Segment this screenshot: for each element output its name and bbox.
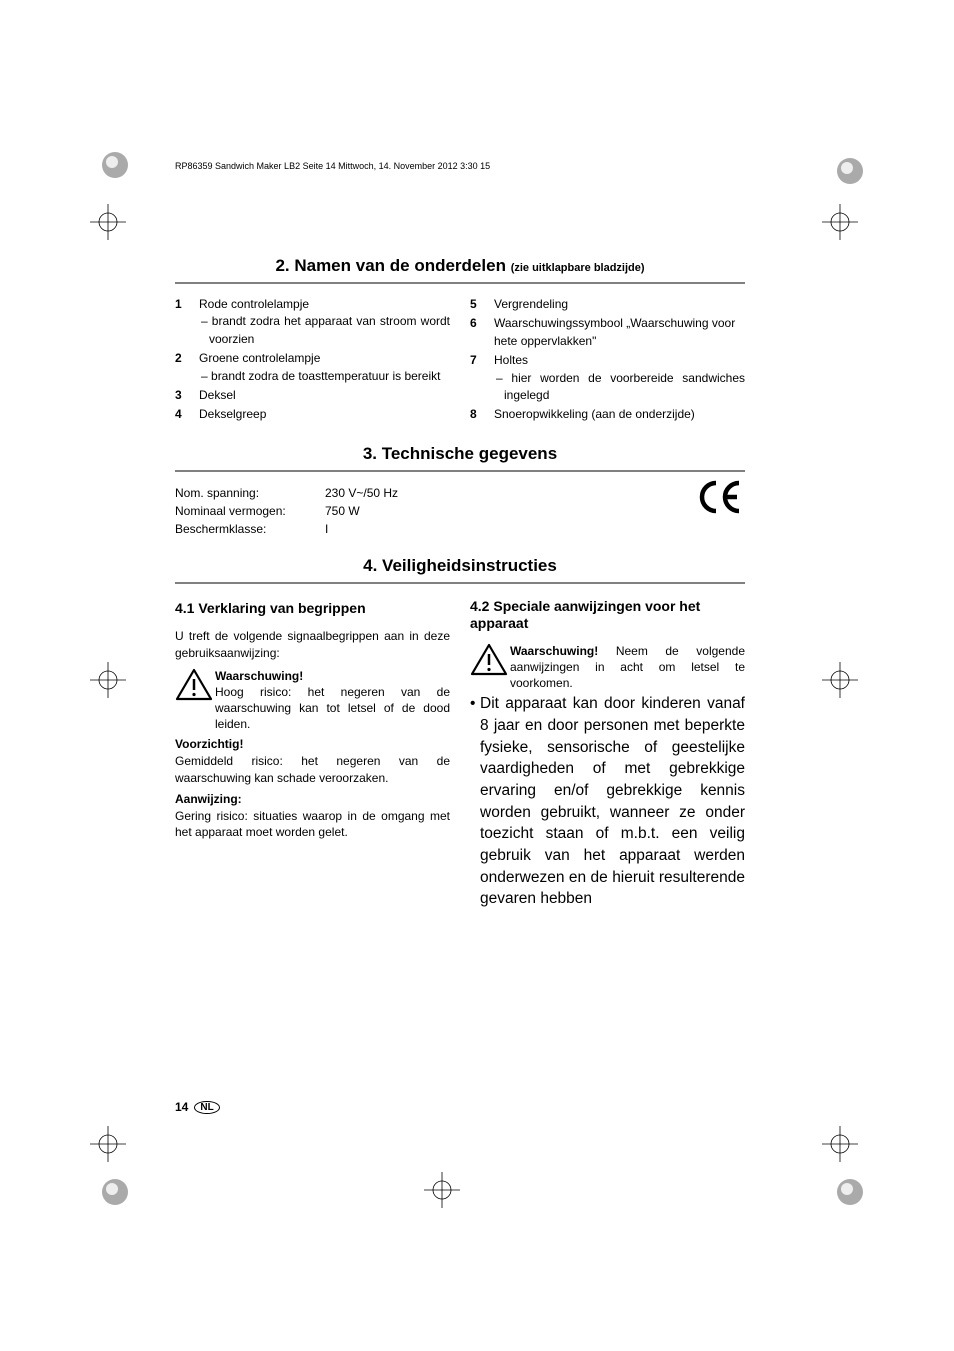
bullet-text: Dit apparaat kan door kinderen vanaf 8 j… [480, 693, 745, 910]
warning-block: Waarschuwing! Hoog risico: het negeren v… [175, 668, 450, 733]
warn-body: Hoog risico: het negeren van de waarschu… [215, 685, 450, 731]
parts-text: Waarschuwingssymbool „Waarschuwing voor … [494, 315, 745, 350]
parts-subtext: brandt zodra de toasttemperatuur is bere… [199, 368, 450, 385]
caution-label: Voorzichtig! [175, 737, 243, 751]
title-sub: (zie uitklapbare bladzijde) [511, 262, 645, 274]
parts-text: Snoeropwikkeling (aan de onderzijde) [494, 406, 745, 423]
section-2-title: 2. Namen van de onderdelen (zie uitklapb… [175, 256, 745, 276]
warning-block-2: Waarschuwing! Neem de volgende aanwijzin… [470, 643, 745, 692]
intro-4-1: U treft de volgende signaalbegrippen aan… [175, 628, 450, 662]
parts-item: 8Snoeropwikkeling (aan de onderzijde) [470, 406, 745, 423]
page-content: 2. Namen van de onderdelen (zie uitklapb… [175, 248, 745, 928]
warn-label-2: Waarschuwing! [510, 644, 598, 658]
section-3: 3. Technische gegevens Nom. spanning:230… [175, 444, 745, 538]
parts-number: 1 [175, 296, 199, 348]
section-rule [175, 470, 745, 472]
parts-item: 6Waarschuwingssymbool „Waarschuwing voor… [470, 315, 745, 350]
registration-sphere-icon [100, 1177, 130, 1207]
tech-label: Nominaal vermogen: [175, 502, 325, 520]
section-4-title: 4. Veiligheidsinstructies [175, 556, 745, 576]
tech-label: Beschermklasse: [175, 520, 325, 538]
warning-triangle-icon [175, 668, 215, 702]
warning-text-2: Waarschuwing! Neem de volgende aanwijzin… [510, 643, 745, 692]
parts-item: 4Dekselgreep [175, 406, 450, 423]
safety-columns: 4.1 Verklaring van begrippen U treft de … [175, 598, 745, 910]
registration-sphere-icon [100, 150, 130, 180]
crop-mark-icon [424, 1172, 460, 1208]
registration-sphere-icon [835, 1177, 865, 1207]
heading-4-1: 4.1 Verklaring van begrippen [175, 598, 450, 618]
print-header: RP86359 Sandwich Maker LB2 Seite 14 Mitt… [175, 161, 490, 171]
caution-block: Voorzichtig! Gemiddeld risico: het neger… [175, 736, 450, 786]
page-number: 14 [175, 1100, 188, 1114]
bullet-item: • Dit apparaat kan door kinderen vanaf 8… [470, 693, 745, 910]
tech-row: Nom. spanning:230 V~/50 Hz [175, 484, 745, 502]
tech-row: Beschermklasse:I [175, 520, 745, 538]
parts-text: Deksel [199, 387, 450, 404]
col-4-2: 4.2 Speciale aanwijzingen voor het appar… [470, 598, 745, 910]
parts-columns: 1Rode controlelampjebrandt zodra het app… [175, 296, 745, 426]
parts-number: 6 [470, 315, 494, 350]
ce-mark-icon [699, 480, 745, 522]
warning-triangle-icon [470, 643, 510, 677]
parts-text: Holteshier worden de voorbereide sandwic… [494, 352, 745, 404]
tech-value: 230 V~/50 Hz [325, 484, 398, 502]
section-2: 2. Namen van de onderdelen (zie uitklapb… [175, 256, 745, 426]
parts-number: 8 [470, 406, 494, 423]
section-3-title: 3. Technische gegevens [175, 444, 745, 464]
parts-number: 7 [470, 352, 494, 404]
crop-mark-icon [822, 204, 858, 240]
section-rule [175, 282, 745, 284]
parts-number: 2 [175, 350, 199, 385]
note-block: Aanwijzing: Gering risico: situaties waa… [175, 791, 450, 841]
heading-4-2: 4.2 Speciale aanwijzingen voor het appar… [470, 598, 745, 633]
parts-number: 3 [175, 387, 199, 404]
registration-sphere-icon [835, 156, 865, 186]
note-body: Gering risico: situaties waarop in de om… [175, 809, 450, 840]
warn-label: Waarschuwing! [215, 669, 303, 683]
section-rule [175, 582, 745, 584]
parts-text: Dekselgreep [199, 406, 450, 423]
parts-text: Vergrendeling [494, 296, 745, 313]
note-label: Aanwijzing: [175, 792, 242, 806]
warning-text: Waarschuwing! Hoog risico: het negeren v… [215, 668, 450, 733]
col-4-1: 4.1 Verklaring van begrippen U treft de … [175, 598, 450, 910]
parts-item: 5Vergrendeling [470, 296, 745, 313]
parts-subtext: brandt zodra het apparaat van stroom wor… [199, 313, 450, 348]
parts-text: Rode controlelampjebrandt zodra het appa… [199, 296, 450, 348]
tech-value: 750 W [325, 502, 360, 520]
tech-value: I [325, 520, 328, 538]
parts-item: 3Deksel [175, 387, 450, 404]
crop-mark-icon [822, 1126, 858, 1162]
parts-text: Groene controlelampjebrandt zodra de toa… [199, 350, 450, 385]
parts-subtext: hier worden de voorbereide sandwiches in… [494, 370, 745, 405]
language-badge: NL [194, 1101, 219, 1114]
title-main: 2. Namen van de onderdelen [275, 256, 510, 275]
tech-specs-table: Nom. spanning:230 V~/50 HzNominaal vermo… [175, 484, 745, 538]
crop-mark-icon [90, 662, 126, 698]
parts-number: 5 [470, 296, 494, 313]
tech-row: Nominaal vermogen:750 W [175, 502, 745, 520]
parts-item: 1Rode controlelampjebrandt zodra het app… [175, 296, 450, 348]
bullet-icon: • [470, 693, 480, 910]
crop-mark-icon [90, 204, 126, 240]
parts-item: 7Holteshier worden de voorbereide sandwi… [470, 352, 745, 404]
parts-item: 2Groene controlelampjebrandt zodra de to… [175, 350, 450, 385]
crop-mark-icon [822, 662, 858, 698]
parts-right-col: 5Vergrendeling6Waarschuwingssymbool „Waa… [470, 296, 745, 426]
parts-number: 4 [175, 406, 199, 423]
parts-left-col: 1Rode controlelampjebrandt zodra het app… [175, 296, 450, 426]
tech-label: Nom. spanning: [175, 484, 325, 502]
caution-body: Gemiddeld risico: het negeren van de waa… [175, 754, 450, 785]
section-4: 4. Veiligheidsinstructies 4.1 Verklaring… [175, 556, 745, 910]
crop-mark-icon [90, 1126, 126, 1162]
page-footer: 14 NL [175, 1100, 220, 1114]
